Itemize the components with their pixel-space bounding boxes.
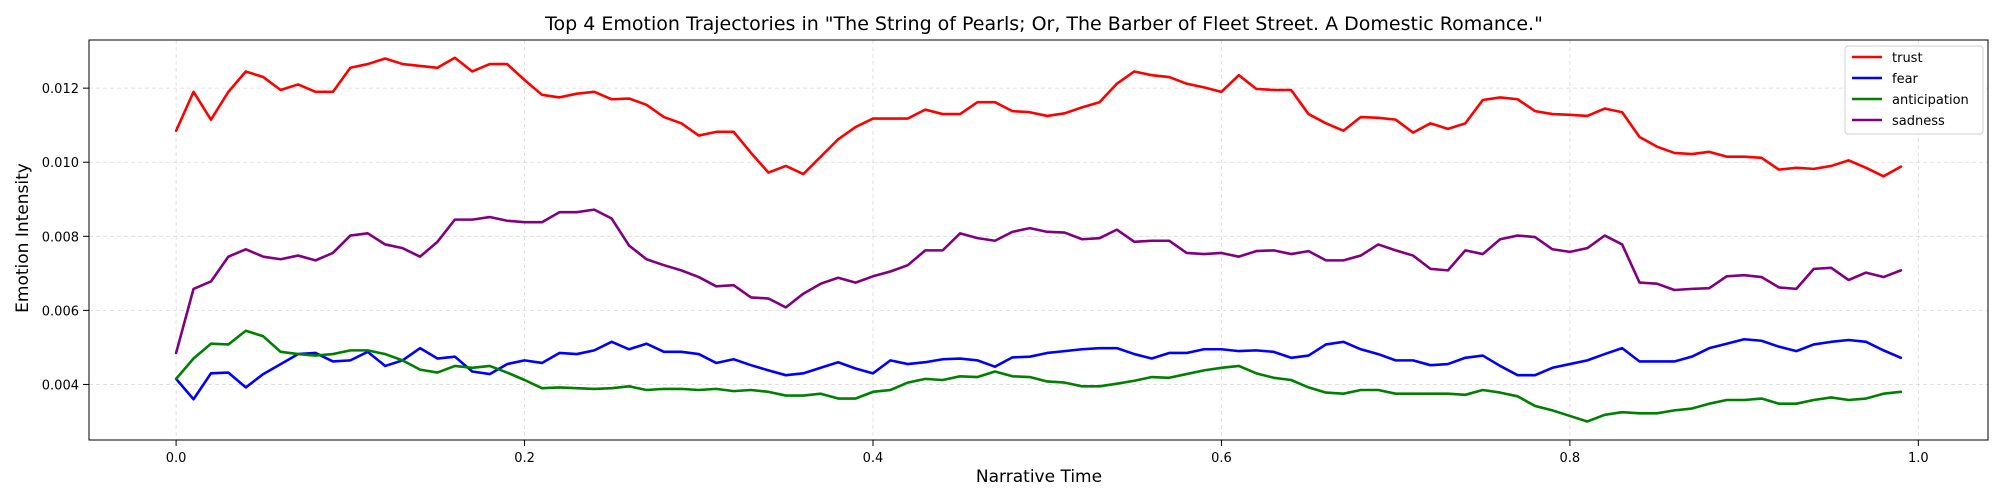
series-line-sadness (174, 208, 1903, 355)
x-tick-label: 1.0 (1908, 451, 1929, 466)
legend-label-fear: fear (1892, 72, 1919, 87)
y-tick-label: 0.004 (42, 378, 79, 393)
series-line-anticipation (174, 329, 1903, 423)
legend-label-trust: trust (1892, 51, 1923, 66)
x-tick-label: 0.0 (166, 451, 187, 466)
x-axis-label: Narrative Time (976, 467, 1102, 487)
x-tick-label: 0.4 (863, 451, 884, 466)
legend-label-sadness: sadness (1892, 114, 1945, 129)
y-tick-label: 0.008 (42, 230, 79, 245)
y-axis-ticks: 0.004 0.006 0.008 0.010 0.012 (42, 82, 89, 393)
series-line-fear (174, 337, 1903, 401)
plot-frame (88, 39, 1989, 441)
series-line-trust (174, 56, 1903, 178)
y-tick-label: 0.010 (42, 156, 79, 171)
grid-lines (89, 40, 1988, 440)
y-tick-label: 0.012 (42, 82, 79, 97)
x-axis-ticks: 0.0 0.2 0.4 0.6 0.8 1.0 (166, 440, 1929, 466)
chart-title: Top 4 Emotion Trajectories in "The Strin… (544, 13, 1543, 35)
legend-label-anticipation: anticipation (1892, 93, 1969, 108)
y-tick-label: 0.006 (42, 304, 79, 319)
x-tick-label: 0.2 (514, 451, 535, 466)
y-axis-label: Emotion Intensity (13, 163, 33, 313)
x-tick-label: 0.8 (1560, 451, 1581, 466)
legend-box (1844, 45, 1984, 135)
x-tick-label: 0.6 (1211, 451, 1232, 466)
series-lines (174, 56, 1903, 423)
legend: trust fear anticipation sadness (1844, 45, 1984, 135)
legend-items: trust fear anticipation sadness (1852, 51, 1969, 129)
